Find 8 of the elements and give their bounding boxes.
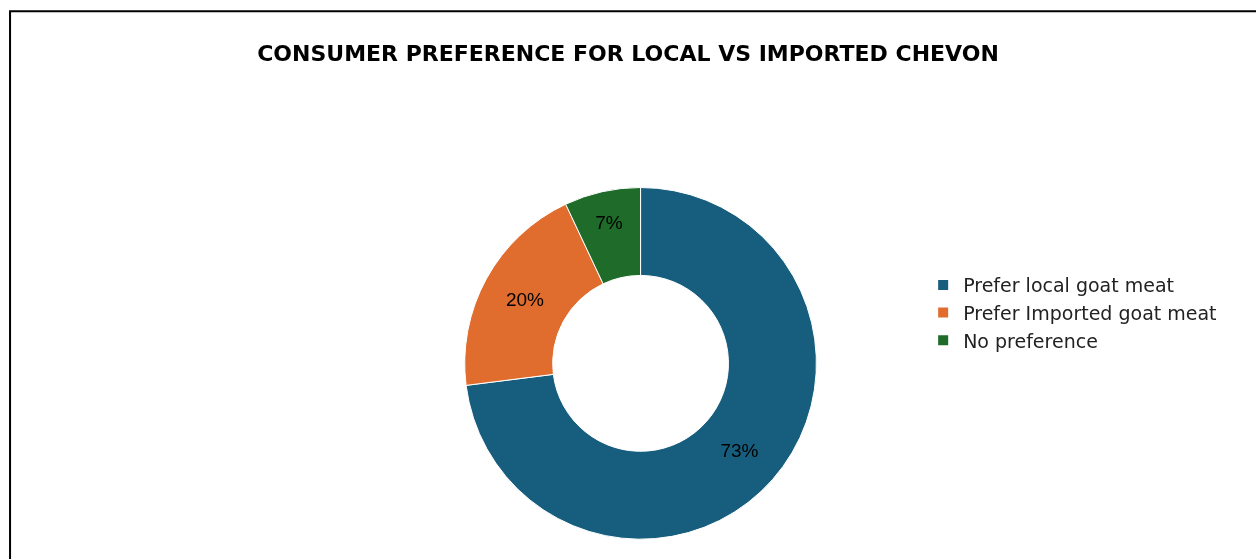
legend-label: Prefer Imported goat meat xyxy=(963,302,1217,324)
chart-title: CONSUMER PREFERENCE FOR LOCAL VS IMPORTED CHEVON xyxy=(257,40,999,66)
donut-slice xyxy=(465,187,817,540)
data-label: 73% xyxy=(720,440,759,462)
legend-label: No preference xyxy=(963,329,1098,352)
legend-label: Prefer local goat meat xyxy=(963,274,1175,297)
data-label: 7% xyxy=(595,211,623,233)
data-label: 20% xyxy=(505,289,545,311)
